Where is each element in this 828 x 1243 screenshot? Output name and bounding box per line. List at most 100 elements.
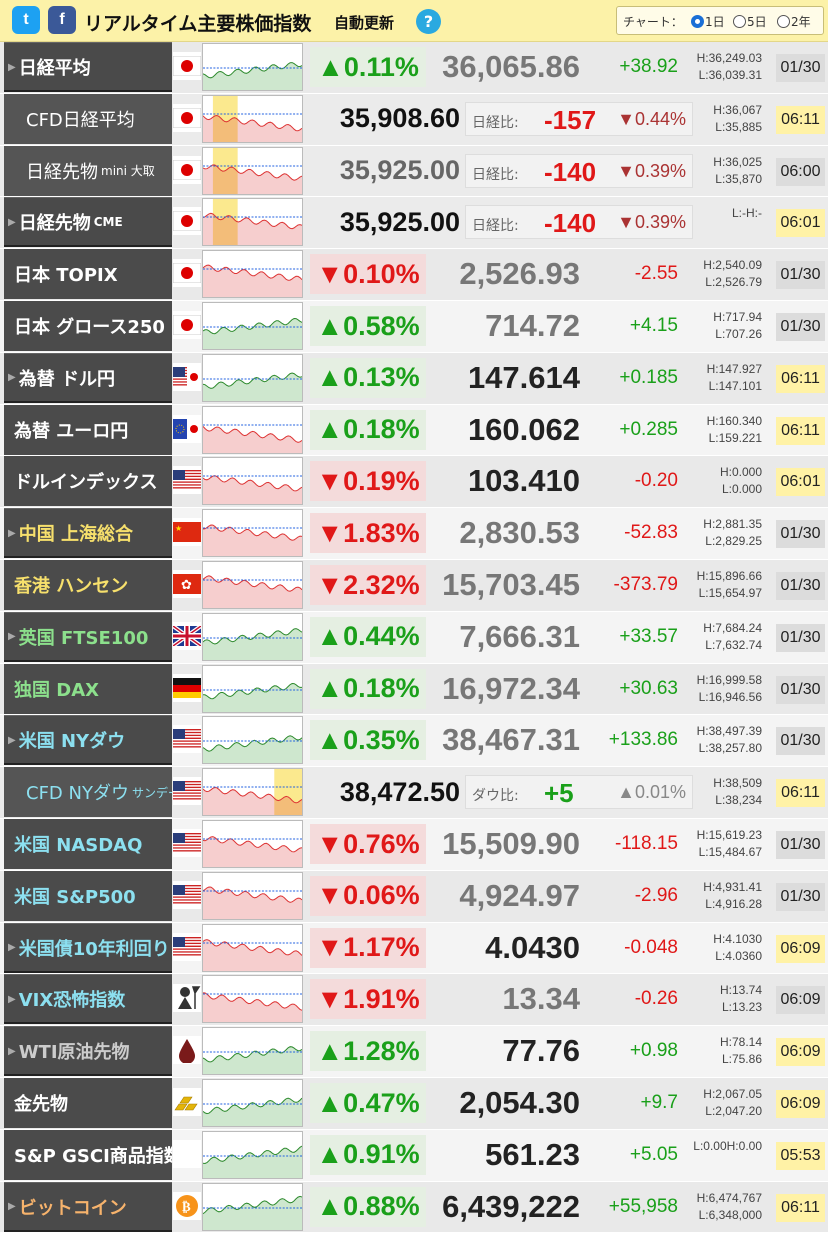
ticker-name[interactable]: 日本 TOPIX [4,249,172,300]
mini-chart[interactable] [202,975,303,1024]
mini-chart[interactable] [202,250,303,299]
mini-chart[interactable] [202,198,303,247]
price-value: 38,472.50 [339,776,460,807]
change-value: +5.05 [629,1143,678,1165]
ticker-name[interactable]: ▶ ビットコイン [4,1181,172,1232]
ticker-row[interactable]: ▶ 日経先物 CME 35,925.00 日経比: -140 ▼0.39% L:-H:… [0,197,828,249]
change-value: +55,958 [608,1195,678,1217]
ticker-row[interactable]: ▶ ビットコイン ₿ ▲0.88% 6,439,222 +55,958 H:6,474,7… [0,1181,828,1233]
change-value: -0.26 [634,988,678,1010]
expand-arrow-icon: ▶ [8,993,16,1005]
ticker-row[interactable]: ▶ 英国 FTSE100 ▲0.44% 7,666.31 +33.57 H:7,684.… [0,611,828,663]
low-value: L:-H:- [732,206,762,221]
twitter-icon[interactable]: t [12,6,40,34]
price-value: 2,830.53 [459,515,580,551]
mini-chart[interactable] [202,1079,303,1127]
mini-chart[interactable] [202,146,303,195]
ticker-name[interactable]: CFD日経平均 [4,93,172,144]
mini-chart[interactable] [202,871,303,920]
mini-chart[interactable] [202,923,303,972]
mini-chart[interactable] [202,509,303,558]
radio-2year[interactable]: 2年 [777,13,811,30]
ticker-name[interactable]: 独国 DAX [4,663,172,714]
mini-chart[interactable] [202,612,303,661]
jp-flag-icon [173,155,201,184]
ticker-row[interactable]: ▶ WTI原油先物 ▲1.28% 77.76 +0.98 H:78.14 L:75.86 0… [0,1026,828,1077]
ticker-name[interactable]: 米国 S&P500 [4,870,172,921]
ticker-name[interactable]: CFD NYダウサンデー [4,767,172,818]
help-icon[interactable]: ? [416,9,441,34]
ticker-row[interactable]: 米国 S&P500 ▼0.06% 4,924.97 -2.96 H:4,931.41 L… [0,870,828,922]
mini-chart[interactable] [202,302,303,350]
ticker-name[interactable]: ▶ VIX恐怖指数 [4,974,172,1025]
update-time: 01/30 [776,623,825,652]
high-value: H:0.000 [719,465,762,480]
mini-chart[interactable] [202,1027,303,1076]
mini-chart[interactable] [202,1130,303,1179]
mini-chart[interactable] [202,820,303,868]
ticker-name[interactable]: ▶ 日経平均 [4,42,172,92]
ticker-name[interactable]: ▶ 日経先物 CME [4,197,172,248]
mini-chart[interactable] [202,716,303,765]
change-value: +133.86 [608,729,678,751]
mini-chart[interactable] [202,94,303,143]
ticker-name[interactable]: 日本 グロース250 [4,301,172,351]
ticker-name[interactable]: S&P GSCI商品指数 [4,1129,172,1180]
expand-arrow-icon: ▶ [8,631,16,643]
change-value: +33.57 [619,625,678,647]
ticker-name[interactable]: ドルインデックス [4,456,172,507]
ticker-row[interactable]: 米国 NASDAQ ▼0.76% 15,509.90 -118.15 H:15,619… [0,819,828,870]
low-value: L:75.86 [721,1052,762,1067]
ticker-name[interactable]: 為替 ユーロ円 [4,404,172,455]
radio-5day[interactable]: 5日 [733,13,767,30]
ticker-name[interactable]: ▶ 中国 上海総合 [4,508,172,559]
mini-chart[interactable] [202,561,303,609]
ticker-row[interactable]: ▶ VIX恐怖指数 ▼1.91% 13.34 -0.26 H:13.74 L:13.23 0… [0,974,828,1026]
high-value: H:36,067 [713,102,762,117]
high-value: H:147.927 [706,361,762,376]
ticker-row[interactable]: 為替 ユーロ円 ▲0.18% 160.062 +0.285 H:160.340 L:15… [0,404,828,456]
ticker-name[interactable]: ▶ 米国 NYダウ [4,715,172,766]
ticker-row[interactable]: S&P GSCI商品指数 ▲0.91% 561.23 +5.05 L:0.00H:0.… [0,1129,828,1181]
price-value: 2,526.93 [459,256,580,292]
ticker-name[interactable]: ▶ 為替 ドル円 [4,352,172,403]
low-value: L:2,047.20 [705,1104,762,1118]
ticker-row[interactable]: CFD NYダウサンデー 38,472.50 ダウ比: +5 ▲0.01% H:3… [0,767,828,818]
mini-chart[interactable] [202,768,303,817]
ticker-name[interactable]: ▶ 米国債10年利回り [4,922,172,973]
high-value: H:2,881.35 [703,517,762,532]
ticker-name[interactable]: 米国 NASDAQ [4,819,172,869]
ticker-row[interactable]: ドルインデックス ▼0.19% 103.410 -0.20 H:0.000 L:0.00… [0,456,828,508]
ticker-row[interactable]: ▶ 為替 ドル円 ▲0.13% 147.614 +0.185 H:147.927 L:14… [0,352,828,404]
update-time: 01/30 [776,727,825,756]
high-low: H:0.000 L:0.000 [720,464,762,498]
high-value: H:15,619.23 [696,828,762,842]
ticker-name[interactable]: 日経先物 mini 大取 [4,145,172,196]
ticker-name[interactable]: 金先物 [4,1078,172,1128]
ticker-name[interactable]: ▶ WTI原油先物 [4,1026,172,1077]
ticker-row[interactable]: 香港 ハンセン ✿ ▼2.32% 15,703.45 -373.79 H:15,896.… [0,560,828,611]
mini-chart[interactable] [202,457,303,506]
mini-chart[interactable] [202,664,303,713]
ticker-row[interactable]: 日本 グロース250 ▲0.58% 714.72 +4.15 H:717.94 L:70… [0,301,828,352]
ticker-row[interactable]: ▶ 中国 上海総合 ★ ▼1.83% 2,830.53 -52.83 H:2,881.35… [0,508,828,559]
ticker-row[interactable]: 独国 DAX ▲0.18% 16,972.34 +30.63 H:16,999.58 L… [0,663,828,715]
ticker-row[interactable]: CFD日経平均 35,908.60 日経比: -157 ▼0.44% H:36,0… [0,93,828,145]
ticker-name[interactable]: 香港 ハンセン [4,560,172,610]
diff-box: 日経比: -140 ▼0.39% [465,153,693,188]
price-value: 15,509.90 [442,826,580,861]
ticker-row[interactable]: ▶ 米国債10年利回り ▼1.17% 4.0430 -0.048 H:4.1030 L:4… [0,922,828,974]
update-time: 06:09 [776,1038,825,1067]
mini-chart[interactable] [202,353,303,402]
mini-chart[interactable] [202,405,303,454]
facebook-icon[interactable]: f [48,6,76,34]
ticker-row[interactable]: 日経先物 mini 大取 35,925.00 日経比: -140 ▼0.39% H:… [0,145,828,197]
ticker-row[interactable]: ▶ 日経平均 ▲0.11% 36,065.86 +38.92 H:36,249.03 L:… [0,42,828,93]
ticker-name[interactable]: ▶ 英国 FTSE100 [4,611,172,662]
mini-chart[interactable] [202,43,303,91]
radio-1day[interactable]: 1日 [691,13,725,30]
ticker-row[interactable]: 金先物 ▲0.47% 2,054.30 +9.7 H:2,067.05 L:2,047.… [0,1078,828,1129]
mini-chart[interactable] [202,1182,303,1231]
ticker-row[interactable]: ▶ 米国 NYダウ ▲0.35% 38,467.31 +133.86 H:38,497.… [0,715,828,767]
ticker-row[interactable]: 日本 TOPIX ▼0.10% 2,526.93 -2.55 H:2,540.09 L:… [0,249,828,300]
